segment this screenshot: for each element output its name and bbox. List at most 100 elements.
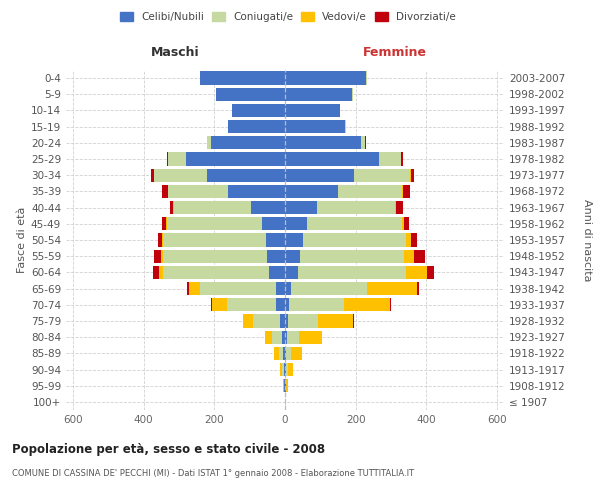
Bar xyxy=(352,88,353,101)
Bar xyxy=(167,152,168,166)
Bar xyxy=(285,201,317,214)
Bar xyxy=(269,266,285,279)
Bar xyxy=(285,266,298,279)
Bar xyxy=(286,346,290,360)
Bar xyxy=(216,88,285,101)
Bar xyxy=(207,136,211,149)
Bar xyxy=(285,330,287,344)
Bar xyxy=(411,168,414,182)
Bar xyxy=(229,120,285,134)
Bar xyxy=(287,330,299,344)
Bar xyxy=(173,201,174,214)
Bar xyxy=(189,282,200,295)
Bar xyxy=(276,282,285,295)
Bar xyxy=(211,136,285,149)
Bar xyxy=(288,314,318,328)
Bar xyxy=(284,363,285,376)
Bar xyxy=(170,201,173,214)
Bar xyxy=(169,152,186,166)
Bar xyxy=(265,330,272,344)
Bar xyxy=(154,250,161,263)
Bar xyxy=(162,234,163,246)
Bar xyxy=(379,152,401,166)
Bar xyxy=(300,250,404,263)
Bar xyxy=(229,185,285,198)
Bar xyxy=(163,234,266,246)
Bar xyxy=(159,266,163,279)
Bar xyxy=(276,298,285,312)
Bar xyxy=(169,185,229,198)
Bar xyxy=(200,72,285,85)
Bar xyxy=(163,266,269,279)
Bar xyxy=(285,217,307,230)
Bar xyxy=(274,346,279,360)
Bar xyxy=(211,298,212,312)
Bar xyxy=(367,282,417,295)
Bar xyxy=(318,314,353,328)
Bar xyxy=(404,250,414,263)
Bar xyxy=(166,217,167,230)
Bar xyxy=(317,201,395,214)
Bar xyxy=(307,217,401,230)
Y-axis label: Anni di nascita: Anni di nascita xyxy=(582,198,592,281)
Bar xyxy=(298,266,406,279)
Bar xyxy=(187,282,189,295)
Bar xyxy=(285,346,286,360)
Bar xyxy=(417,282,419,295)
Bar xyxy=(361,136,365,149)
Bar xyxy=(285,282,292,295)
Bar xyxy=(365,136,366,149)
Bar xyxy=(168,185,169,198)
Bar xyxy=(207,168,285,182)
Bar xyxy=(285,379,286,392)
Bar xyxy=(163,250,268,263)
Bar xyxy=(292,282,367,295)
Bar xyxy=(284,379,285,392)
Text: Maschi: Maschi xyxy=(151,46,200,59)
Bar xyxy=(403,185,410,198)
Bar xyxy=(338,185,402,198)
Bar xyxy=(411,234,417,246)
Bar xyxy=(266,234,285,246)
Bar xyxy=(228,120,229,134)
Bar xyxy=(154,168,207,182)
Bar xyxy=(251,201,285,214)
Bar xyxy=(283,379,284,392)
Bar xyxy=(354,168,410,182)
Bar xyxy=(282,330,285,344)
Bar xyxy=(151,168,154,182)
Bar xyxy=(280,314,285,328)
Bar xyxy=(158,234,162,246)
Bar xyxy=(402,185,403,198)
Bar xyxy=(285,314,288,328)
Bar xyxy=(186,152,285,166)
Bar xyxy=(288,363,293,376)
Bar xyxy=(286,379,288,392)
Bar xyxy=(401,217,404,230)
Text: Popolazione per età, sesso e stato civile - 2008: Popolazione per età, sesso e stato civil… xyxy=(12,442,325,456)
Bar xyxy=(232,104,285,117)
Bar xyxy=(404,217,409,230)
Bar xyxy=(161,250,163,263)
Bar xyxy=(279,346,283,360)
Bar xyxy=(200,282,276,295)
Bar xyxy=(406,266,427,279)
Bar xyxy=(304,234,406,246)
Bar xyxy=(286,363,288,376)
Bar xyxy=(285,168,354,182)
Bar xyxy=(227,298,276,312)
Bar xyxy=(299,330,322,344)
Legend: Celibi/Nubili, Coniugati/e, Vedovi/e, Divorziati/e: Celibi/Nubili, Coniugati/e, Vedovi/e, Di… xyxy=(116,8,460,26)
Bar xyxy=(168,152,169,166)
Bar xyxy=(395,201,396,214)
Y-axis label: Fasce di età: Fasce di età xyxy=(17,207,27,273)
Bar xyxy=(410,168,411,182)
Bar xyxy=(414,250,425,263)
Text: Femmine: Femmine xyxy=(362,46,427,59)
Bar xyxy=(396,201,403,214)
Bar xyxy=(282,363,284,376)
Bar xyxy=(253,314,280,328)
Bar xyxy=(285,72,366,85)
Bar xyxy=(285,152,379,166)
Bar xyxy=(406,234,411,246)
